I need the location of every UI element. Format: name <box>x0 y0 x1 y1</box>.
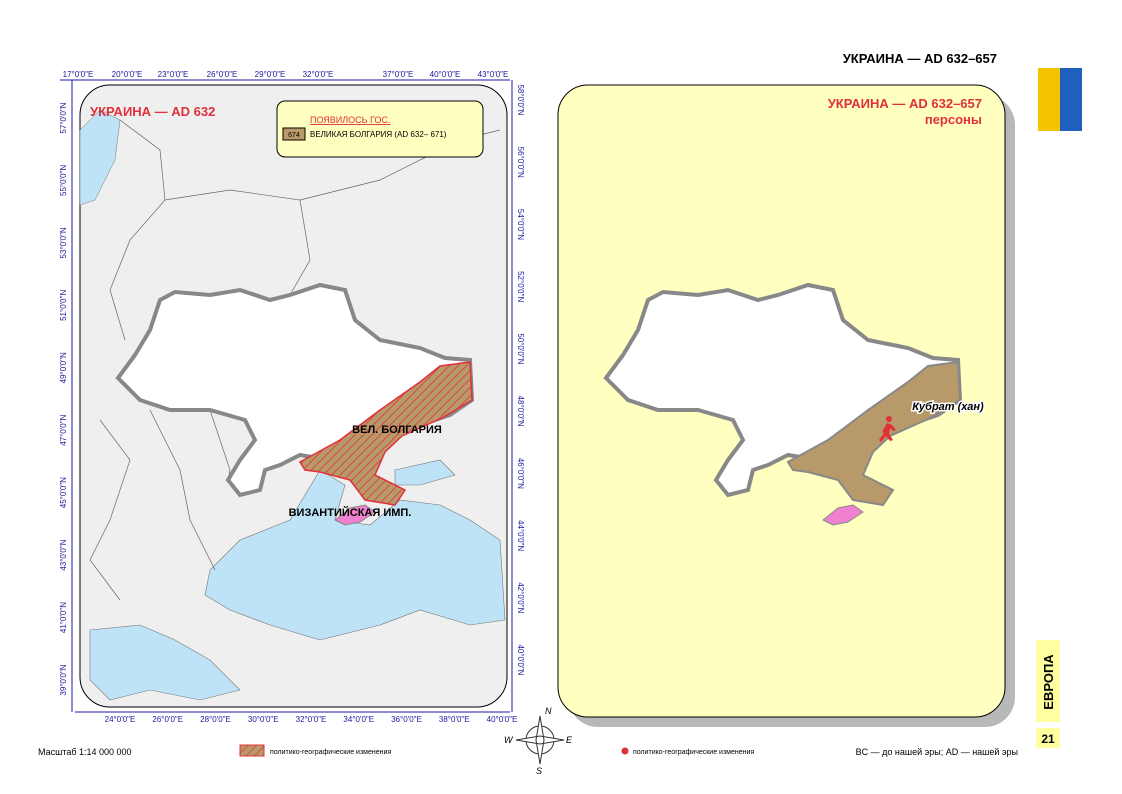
lon-label: 36°0'0"E <box>391 715 422 724</box>
lat-label: 53°0'0"N <box>59 227 68 258</box>
right-map-title: УКРАИНА — AD 632–657 <box>828 96 982 111</box>
person-label: Кубрат (хан) <box>912 401 984 413</box>
section-tab <box>1036 640 1060 722</box>
lat-label: 41°0'0"N <box>59 602 68 633</box>
legend-swatch <box>282 127 306 141</box>
right-map-subtitle: персоны <box>925 112 982 127</box>
lon-label: 30°0'0"E <box>248 715 279 724</box>
lon-label: 24°0'0"E <box>105 715 136 724</box>
lon-label: 38°0'0"E <box>439 715 470 724</box>
baltic-sea <box>79 109 121 206</box>
lon-label: 32°0'0"E <box>296 715 327 724</box>
lon-label: 26°0'0"E <box>207 70 238 79</box>
lon-label: 40°0'0"E <box>430 70 461 79</box>
flag-blue <box>1060 68 1082 131</box>
compass-letter: W <box>504 735 514 745</box>
lat-label: 55°0'0"N <box>59 165 68 196</box>
coordinate-labels: 17°0'0"E 20°0'0"E 23°0'0"E 26°0'0"E 29°0'0"E… <box>59 70 525 724</box>
lat-label: 40°0'0"N <box>516 644 525 675</box>
lat-label: 54°0'0"N <box>516 209 525 240</box>
aegean-sea <box>89 624 241 701</box>
lat-label: 43°0'0"N <box>59 539 68 570</box>
legend-hatch-swatch <box>239 744 265 757</box>
lon-label: 43°0'0"E <box>478 70 509 79</box>
lon-label: 32°0'0"E <box>303 70 334 79</box>
page-number-box <box>1036 728 1060 748</box>
left-map: УКРАИНА — AD 632 ПОЯВИЛОСЬ ГОС. 674 ВЕЛИ… <box>79 100 506 701</box>
era-note: BC — до нашей эры; AD — нашей эры <box>856 747 1018 757</box>
lon-label: 29°0'0"E <box>255 70 286 79</box>
lat-label: 52°0'0"N <box>516 271 525 302</box>
lat-label: 47°0'0"N <box>59 414 68 445</box>
lon-label: 34°0'0"E <box>343 715 374 724</box>
legend-hatch-label: политико-географические изменения <box>270 749 391 756</box>
lon-label: 28°0'0"E <box>200 715 231 724</box>
lat-label: 45°0'0"N <box>59 477 68 508</box>
page-number: 21 <box>1041 732 1055 746</box>
lat-label: 57°0'0"N <box>59 102 68 133</box>
compass-letter: S <box>536 766 542 776</box>
compass-rose: N W E S <box>504 706 573 776</box>
lat-label: 46°0'0"N <box>516 458 525 489</box>
legend-heading: ПОЯВИЛОСЬ ГОС. <box>310 115 390 125</box>
lat-label: 44°0'0"N <box>516 520 525 551</box>
page-title: УКРАИНА — AD 632–657 <box>843 51 997 66</box>
lon-label: 20°0'0"E <box>112 70 143 79</box>
compass-letter: N <box>545 706 552 716</box>
lon-label: 23°0'0"E <box>158 70 189 79</box>
lat-label: 42°0'0"N <box>516 582 525 613</box>
section-label: ЕВРОПА <box>1041 654 1056 710</box>
legend-dot <box>621 747 629 755</box>
lat-label: 56°0'0"N <box>516 147 525 178</box>
lon-label: 40°0'0"E <box>487 715 518 724</box>
lon-label: 17°0'0"E <box>63 70 94 79</box>
region-label: ВИЗАНТИЙСКАЯ ИМП. <box>289 506 412 519</box>
lat-label: 49°0'0"N <box>59 352 68 383</box>
legend-box <box>276 100 484 158</box>
scale: Масштаб 1:14 000 000 <box>38 747 132 757</box>
person-icon <box>879 416 896 442</box>
compass-letter: E <box>566 735 573 745</box>
legend-dot-label: политико-географические изменения <box>633 749 754 756</box>
legend-label: ВЕЛИКАЯ БОЛГАРИЯ (AD 632– 671) <box>310 130 447 139</box>
lat-label: 39°0'0"N <box>59 664 68 695</box>
left-map-title: УКРАИНА — AD 632 <box>90 104 215 119</box>
region-label: ВЕЛ. БОЛГАРИЯ <box>352 424 442 436</box>
lon-label: 26°0'0"E <box>152 715 183 724</box>
azov-sea <box>394 459 456 486</box>
lat-label: 51°0'0"N <box>59 290 68 321</box>
lat-label: 48°0'0"N <box>516 396 525 427</box>
lat-label: 50°0'0"N <box>516 333 525 364</box>
flag-yellow <box>1038 68 1060 131</box>
lon-label: 37°0'0"E <box>383 70 414 79</box>
lat-label: 58°0'0"N <box>516 84 525 115</box>
legend-code: 674 <box>288 132 300 139</box>
